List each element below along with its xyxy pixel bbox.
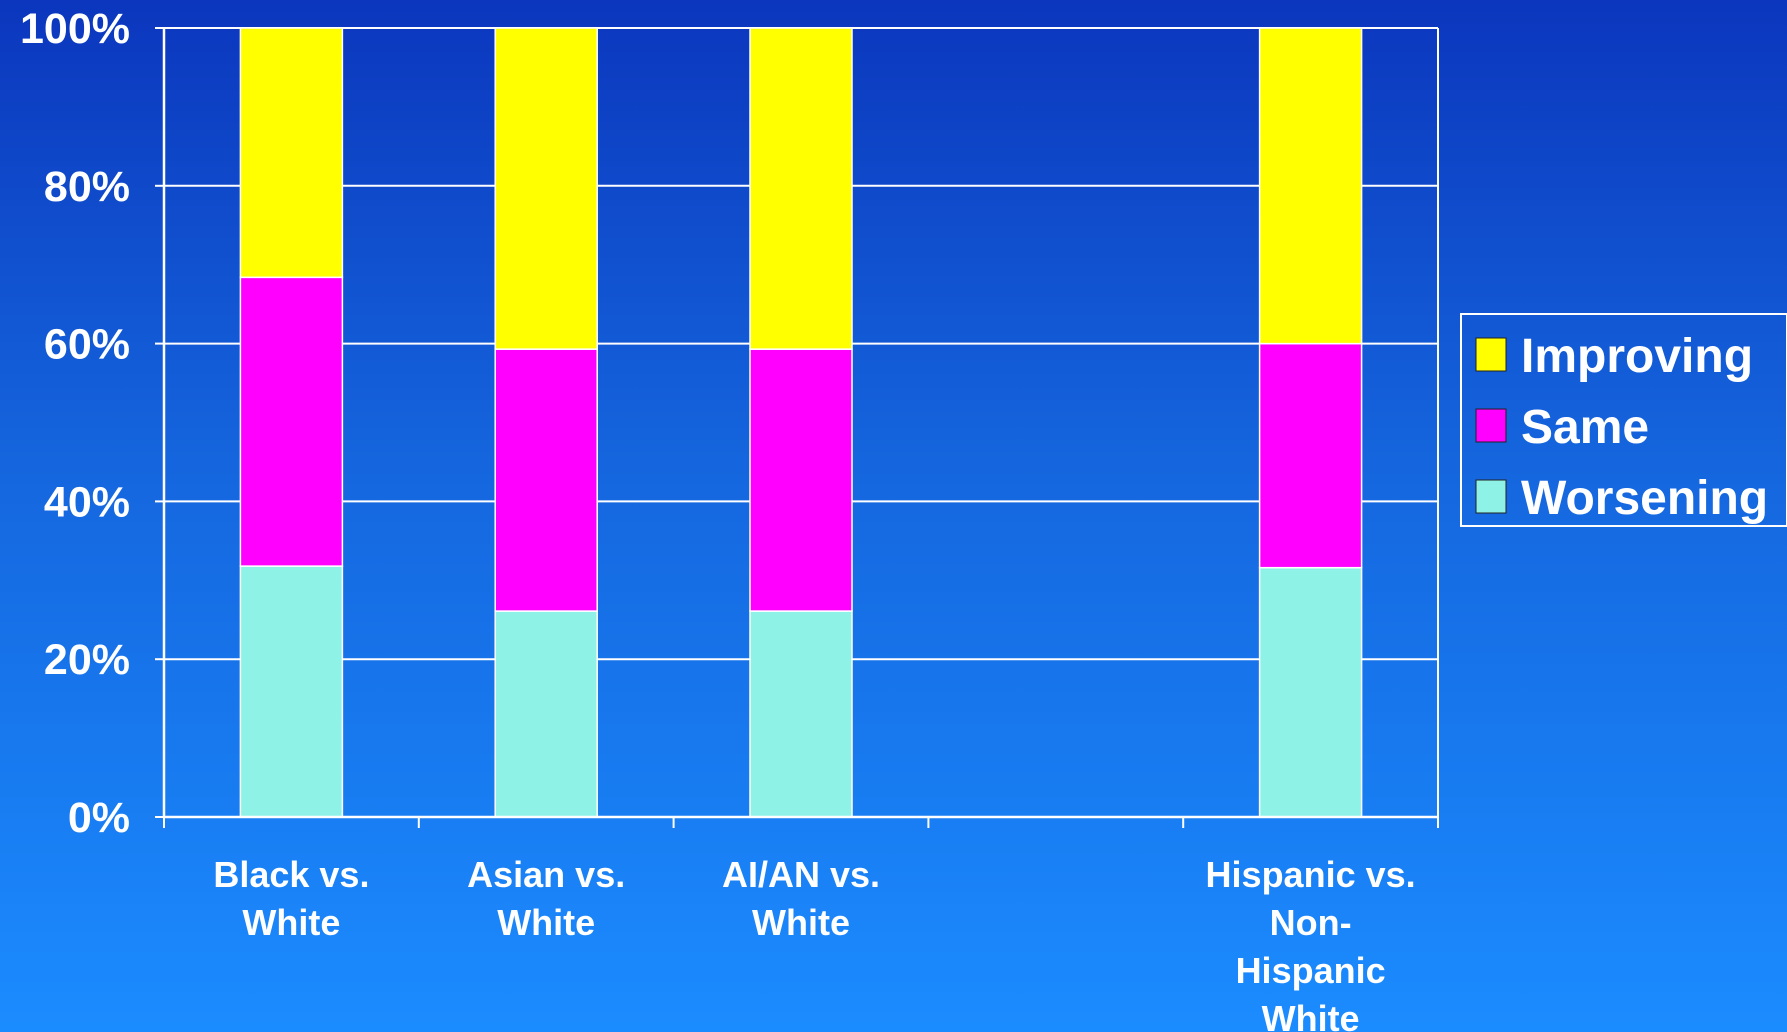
y-tick-label: 80% [44, 163, 130, 211]
category-label-line: White [497, 902, 595, 943]
category-label-line: Hispanic [1236, 950, 1386, 991]
legend-label-improving: Improving [1521, 330, 1753, 383]
legend-swatch-improving [1475, 337, 1507, 372]
category-label-line: White [1262, 998, 1360, 1032]
legend-swatch-same [1475, 408, 1507, 443]
y-tick-labels: 0% 20% 40% 60% 80% 100% [20, 5, 130, 842]
category-label-line: White [242, 902, 340, 943]
bar-segment-worsening [494, 610, 598, 818]
bars [239, 27, 1363, 818]
y-tick-label: 20% [44, 636, 130, 684]
category-labels: Black vs. White Asian vs. White AI/AN vs. Whi… [213, 854, 1415, 1032]
category-label: Black vs. White [213, 854, 369, 943]
category-label-line: Hispanic vs. [1206, 854, 1416, 895]
bar-segment-improving [1258, 27, 1363, 345]
bar-segment-improving [239, 27, 344, 279]
category-label: Hispanic vs. Non- Hispanic White [1206, 854, 1416, 1032]
bar-segment-same [1258, 342, 1363, 569]
category-label-line: AI/AN vs. [722, 854, 880, 895]
bar-segment-improving [494, 27, 598, 350]
bar-segment-worsening [1258, 566, 1363, 818]
legend-label-same: Same [1521, 401, 1649, 454]
category-label: AI/AN vs. White [722, 854, 880, 943]
category-label: Asian vs. White [467, 854, 625, 943]
bar-segment-worsening [749, 610, 853, 818]
legend-box [1460, 313, 1787, 527]
axes [155, 27, 1439, 828]
bar-segment-same [494, 348, 598, 612]
bar-segment-same [239, 276, 344, 567]
bar-segment-improving [749, 27, 853, 350]
y-tick-label: 40% [44, 478, 130, 526]
bar-segment-worsening [239, 565, 344, 818]
category-label-line: Black vs. [213, 854, 369, 895]
y-tick-label: 60% [44, 321, 130, 369]
y-tick-label: 100% [20, 5, 130, 53]
category-label-line: White [752, 902, 850, 943]
legend: Improving Same Worsening [1460, 313, 1787, 527]
y-tick-label: 0% [68, 794, 130, 842]
category-label-line: Asian vs. [467, 854, 625, 895]
bar-segment-same [749, 348, 853, 612]
category-label-line: Non- [1270, 902, 1352, 943]
legend-swatch-worsening [1475, 479, 1507, 514]
legend-label-worsening: Worsening [1521, 472, 1768, 525]
